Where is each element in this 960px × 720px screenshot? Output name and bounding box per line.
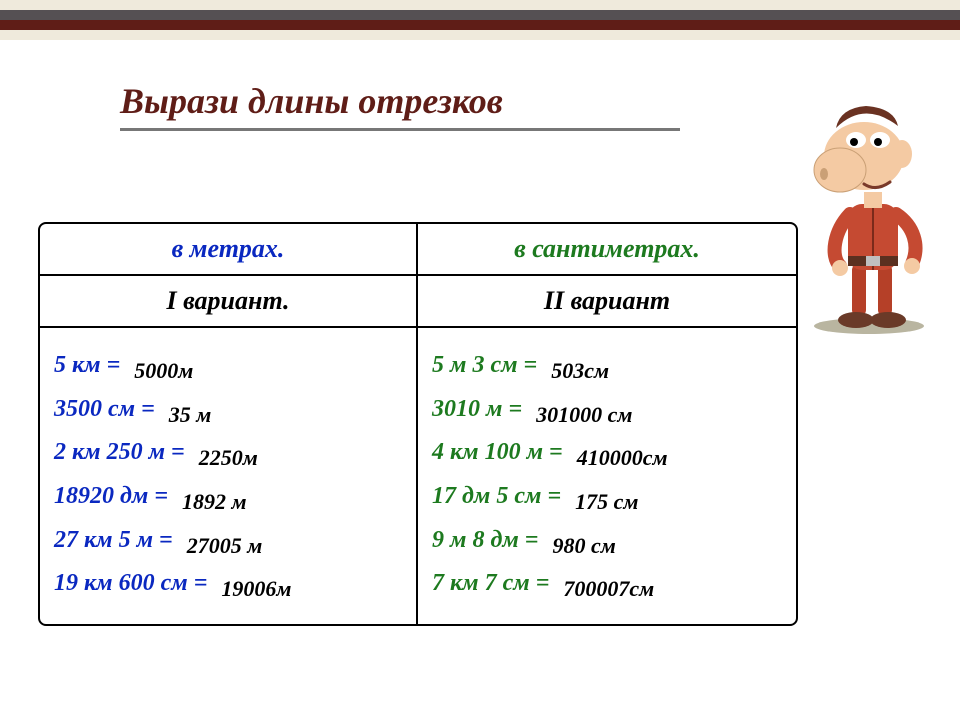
conversion-table: в метрах. в сантиметрах. I вариант. II в…	[38, 222, 798, 626]
answer-text: 700007см	[563, 569, 654, 609]
title-underline	[120, 128, 680, 131]
question-text: 5 км =	[54, 344, 120, 388]
top-stripes	[0, 0, 960, 40]
answer-text: 410000см	[577, 438, 668, 478]
header-row-2: I вариант. II вариант	[40, 276, 796, 328]
data-row: 5 км = 5000м3500 см = 35 м2 км 250 м = 2250…	[40, 328, 796, 624]
answer-text: 19006м	[221, 569, 291, 609]
question-text: 5 м 3 см =	[432, 344, 537, 388]
variant-1: I вариант.	[40, 276, 418, 326]
question-text: 17 дм 5 см =	[432, 475, 561, 519]
question-text: 27 км 5 м =	[54, 519, 173, 563]
answer-text: 2250м	[199, 438, 258, 478]
conversion-line: 2 км 250 м = 2250м	[54, 431, 402, 475]
stripe-3	[0, 20, 960, 30]
header-meters: в метрах.	[40, 224, 418, 274]
answer-text: 1892 м	[182, 482, 247, 522]
answer-text: 27005 м	[187, 526, 263, 566]
question-text: 7 км 7 см =	[432, 562, 549, 606]
header-centimeters: в сантиметрах.	[418, 224, 796, 274]
conversion-line: 17 дм 5 см = 175 см	[432, 475, 782, 519]
question-text: 3010 м =	[432, 388, 522, 432]
conversion-line: 3500 см = 35 м	[54, 388, 402, 432]
conversion-line: 5 м 3 см = 503см	[432, 344, 782, 388]
answer-text: 301000 см	[536, 395, 632, 435]
stripe-1	[0, 0, 960, 10]
answer-text: 980 см	[552, 526, 615, 566]
conversion-line: 4 км 100 м = 410000см	[432, 431, 782, 475]
right-column: 5 м 3 см = 503см 3010 м = 301000 см4 км 100…	[418, 328, 796, 624]
cartoon-character-icon	[794, 96, 944, 336]
conversion-line: 3010 м = 301000 см	[432, 388, 782, 432]
stripe-4	[0, 30, 960, 40]
question-text: 3500 см =	[54, 388, 155, 432]
answer-text: 175 см	[575, 482, 638, 522]
question-text: 9 м 8 дм =	[432, 519, 538, 563]
conversion-line: 18920 дм = 1892 м	[54, 475, 402, 519]
question-text: 4 км 100 м =	[432, 431, 563, 475]
conversion-line: 5 км = 5000м	[54, 344, 402, 388]
question-text: 19 км 600 см =	[54, 562, 207, 606]
stripe-2	[0, 10, 960, 20]
header-row-1: в метрах. в сантиметрах.	[40, 224, 796, 276]
question-text: 2 км 250 м =	[54, 431, 185, 475]
conversion-line: 19 км 600 см = 19006м	[54, 562, 402, 606]
left-column: 5 км = 5000м3500 см = 35 м2 км 250 м = 2250…	[40, 328, 418, 624]
answer-text: 5000м	[134, 351, 193, 391]
variant-2: II вариант	[418, 276, 796, 326]
conversion-line: 9 м 8 дм = 980 см	[432, 519, 782, 563]
answer-text: 35 м	[169, 395, 212, 435]
page-title: Вырази длины отрезков	[120, 80, 890, 122]
conversion-line: 27 км 5 м = 27005 м	[54, 519, 402, 563]
answer-text: 503см	[551, 351, 609, 391]
question-text: 18920 дм =	[54, 475, 168, 519]
conversion-line: 7 км 7 см = 700007см	[432, 562, 782, 606]
